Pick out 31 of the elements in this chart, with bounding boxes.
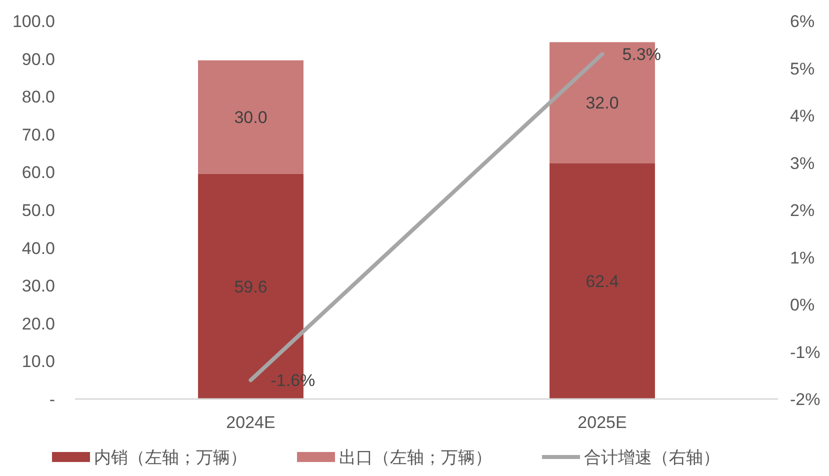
y2-tick-label: 4% [790, 106, 815, 126]
y-tick-label: 20.0 [22, 314, 55, 334]
y-tick-label: 90.0 [22, 50, 55, 69]
data-label: 32.0 [586, 94, 619, 113]
y2-tick-label: -1% [790, 342, 820, 362]
y-tick-label: 10.0 [22, 352, 55, 372]
legend-label: 出口（左轴；万辆） [339, 448, 492, 467]
y2-tick-label: -2% [790, 390, 820, 409]
y2-tick-label: 3% [790, 154, 815, 173]
y2-tick-label: 6% [790, 12, 815, 31]
data-label: 62.4 [586, 272, 619, 292]
data-label: 59.6 [234, 277, 268, 296]
y2-tick-label: 0% [790, 296, 815, 314]
x-tick-label: 2024E [226, 413, 276, 432]
legend-label: 内销（左轴；万辆） [94, 448, 247, 467]
y-tick-label: 70.0 [22, 125, 55, 144]
y-tick-label: 40.0 [22, 238, 55, 258]
x-tick-label: 2025E [578, 413, 627, 432]
y-tick-label: 100.0 [12, 12, 55, 31]
bar [550, 163, 655, 399]
bar [198, 60, 304, 174]
y-tick-label: 50.0 [22, 201, 55, 220]
y-tick-label: 60.0 [22, 163, 55, 182]
y2-tick-label: 2% [790, 201, 815, 220]
data-label: 30.0 [234, 108, 268, 128]
y-tick-label: - [49, 390, 55, 409]
y2-tick-label: 5% [790, 59, 815, 78]
y2-tick-label: 1% [790, 248, 815, 268]
y-tick-label: 30.0 [22, 276, 55, 296]
y-tick-label: 80.0 [22, 88, 55, 107]
legend-label: 合计增速（右轴） [584, 448, 720, 467]
